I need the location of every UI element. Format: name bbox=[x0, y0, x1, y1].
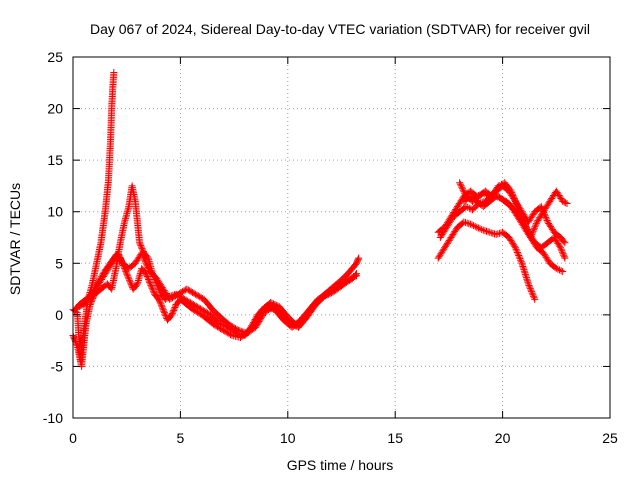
x-tick-label: 0 bbox=[69, 430, 77, 446]
y-tick-label: -5 bbox=[51, 358, 64, 374]
x-tick-label: 20 bbox=[495, 430, 511, 446]
y-tick-labels: -10 -5 0 5 10 15 20 25 bbox=[43, 49, 63, 426]
series-track-early-c bbox=[75, 249, 360, 337]
x-tick-label: 5 bbox=[177, 430, 185, 446]
data-points bbox=[69, 69, 571, 370]
y-tick-label: 20 bbox=[47, 101, 63, 117]
y-axis-label: SDTVAR / TECUs bbox=[7, 183, 23, 295]
x-tick-label: 25 bbox=[602, 430, 618, 446]
chart-title: Day 067 of 2024, Sidereal Day-to-day VTE… bbox=[90, 21, 590, 37]
plus-markers bbox=[434, 218, 539, 303]
x-tick-label: 15 bbox=[387, 430, 403, 446]
plus-markers bbox=[69, 69, 118, 365]
y-tick-label: 10 bbox=[47, 204, 63, 220]
series-track-spike bbox=[69, 69, 118, 365]
plot-frame bbox=[72, 56, 611, 419]
x-tick-labels: 0 5 10 15 20 25 bbox=[69, 430, 618, 446]
y-tick-label: 0 bbox=[55, 307, 63, 323]
series-track-late-c bbox=[434, 218, 539, 303]
x-axis-label: GPS time / hours bbox=[287, 457, 394, 473]
y-tick-label: -10 bbox=[43, 410, 63, 426]
series-track-late-e bbox=[460, 192, 569, 262]
y-tick-label: 15 bbox=[47, 152, 63, 168]
y-tick-label: 5 bbox=[55, 255, 63, 271]
plus-markers bbox=[460, 192, 569, 262]
axis-ticks bbox=[72, 56, 611, 419]
x-tick-label: 10 bbox=[280, 430, 296, 446]
y-tick-label: 25 bbox=[47, 49, 63, 65]
plus-markers bbox=[75, 249, 360, 337]
grid-lines bbox=[73, 57, 610, 418]
